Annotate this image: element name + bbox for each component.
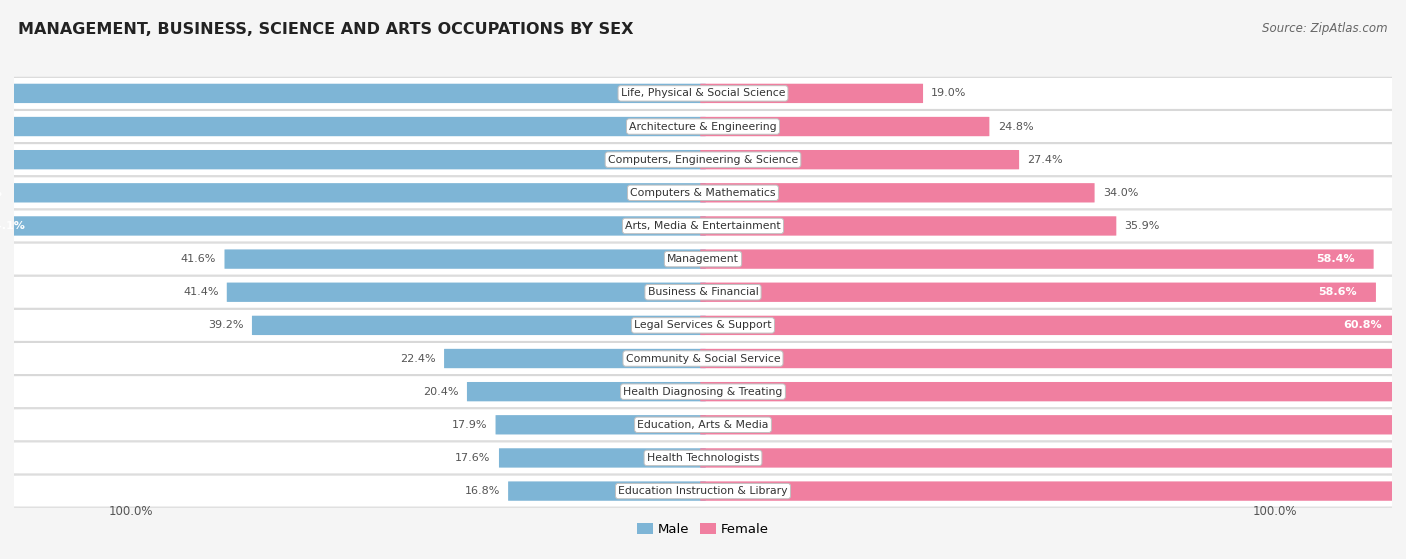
FancyBboxPatch shape <box>0 183 706 202</box>
FancyBboxPatch shape <box>700 183 1095 202</box>
Text: 27.4%: 27.4% <box>1028 155 1063 165</box>
FancyBboxPatch shape <box>508 481 706 501</box>
FancyBboxPatch shape <box>0 243 1406 275</box>
Text: 34.0%: 34.0% <box>1102 188 1139 198</box>
Text: 58.6%: 58.6% <box>1317 287 1357 297</box>
Text: 16.8%: 16.8% <box>464 486 501 496</box>
Text: Computers & Mathematics: Computers & Mathematics <box>630 188 776 198</box>
Text: Source: ZipAtlas.com: Source: ZipAtlas.com <box>1263 22 1388 35</box>
Text: Arts, Media & Entertainment: Arts, Media & Entertainment <box>626 221 780 231</box>
FancyBboxPatch shape <box>0 276 1406 309</box>
Text: Education, Arts & Media: Education, Arts & Media <box>637 420 769 430</box>
FancyBboxPatch shape <box>495 415 706 434</box>
FancyBboxPatch shape <box>226 282 706 302</box>
FancyBboxPatch shape <box>700 150 1019 169</box>
FancyBboxPatch shape <box>0 111 1406 143</box>
FancyBboxPatch shape <box>0 144 1406 176</box>
FancyBboxPatch shape <box>0 84 706 103</box>
FancyBboxPatch shape <box>499 448 706 468</box>
FancyBboxPatch shape <box>0 442 1406 474</box>
Text: 60.8%: 60.8% <box>1343 320 1382 330</box>
Text: MANAGEMENT, BUSINESS, SCIENCE AND ARTS OCCUPATIONS BY SEX: MANAGEMENT, BUSINESS, SCIENCE AND ARTS O… <box>18 22 634 37</box>
Text: 100.0%: 100.0% <box>108 505 153 518</box>
FancyBboxPatch shape <box>700 382 1406 401</box>
FancyBboxPatch shape <box>467 382 706 401</box>
FancyBboxPatch shape <box>700 481 1406 501</box>
Text: 35.9%: 35.9% <box>1125 221 1160 231</box>
FancyBboxPatch shape <box>0 309 1406 342</box>
Text: Education Instruction & Library: Education Instruction & Library <box>619 486 787 496</box>
Legend: Male, Female: Male, Female <box>631 518 775 541</box>
FancyBboxPatch shape <box>700 349 1406 368</box>
FancyBboxPatch shape <box>700 216 1116 236</box>
FancyBboxPatch shape <box>700 448 1406 468</box>
Text: 41.6%: 41.6% <box>181 254 217 264</box>
FancyBboxPatch shape <box>700 249 1374 269</box>
FancyBboxPatch shape <box>700 415 1406 434</box>
FancyBboxPatch shape <box>0 216 706 236</box>
Text: 22.4%: 22.4% <box>401 353 436 363</box>
Text: 24.8%: 24.8% <box>998 121 1033 131</box>
FancyBboxPatch shape <box>0 210 1406 242</box>
FancyBboxPatch shape <box>700 316 1402 335</box>
Text: Architecture & Engineering: Architecture & Engineering <box>630 121 776 131</box>
Text: Management: Management <box>666 254 740 264</box>
FancyBboxPatch shape <box>0 376 1406 408</box>
Text: 19.0%: 19.0% <box>931 88 967 98</box>
Text: Legal Services & Support: Legal Services & Support <box>634 320 772 330</box>
Text: 17.6%: 17.6% <box>456 453 491 463</box>
Text: 100.0%: 100.0% <box>1253 505 1298 518</box>
Text: Health Diagnosing & Treating: Health Diagnosing & Treating <box>623 387 783 397</box>
FancyBboxPatch shape <box>252 316 706 335</box>
Text: Business & Financial: Business & Financial <box>648 287 758 297</box>
FancyBboxPatch shape <box>0 117 706 136</box>
FancyBboxPatch shape <box>0 409 1406 441</box>
Text: 66.1%: 66.1% <box>0 188 3 198</box>
FancyBboxPatch shape <box>444 349 706 368</box>
FancyBboxPatch shape <box>700 84 924 103</box>
Text: 39.2%: 39.2% <box>208 320 243 330</box>
Text: Health Technologists: Health Technologists <box>647 453 759 463</box>
Text: Computers, Engineering & Science: Computers, Engineering & Science <box>607 155 799 165</box>
Text: 41.4%: 41.4% <box>183 287 218 297</box>
FancyBboxPatch shape <box>0 475 1406 507</box>
Text: Life, Physical & Social Science: Life, Physical & Social Science <box>621 88 785 98</box>
FancyBboxPatch shape <box>0 343 1406 375</box>
Text: 17.9%: 17.9% <box>451 420 488 430</box>
FancyBboxPatch shape <box>0 177 1406 209</box>
Text: 20.4%: 20.4% <box>423 387 458 397</box>
Text: Community & Social Service: Community & Social Service <box>626 353 780 363</box>
Text: 58.4%: 58.4% <box>1316 254 1354 264</box>
Text: 64.1%: 64.1% <box>0 221 25 231</box>
FancyBboxPatch shape <box>0 150 706 169</box>
FancyBboxPatch shape <box>700 282 1376 302</box>
FancyBboxPatch shape <box>0 77 1406 110</box>
FancyBboxPatch shape <box>700 117 990 136</box>
FancyBboxPatch shape <box>225 249 706 269</box>
